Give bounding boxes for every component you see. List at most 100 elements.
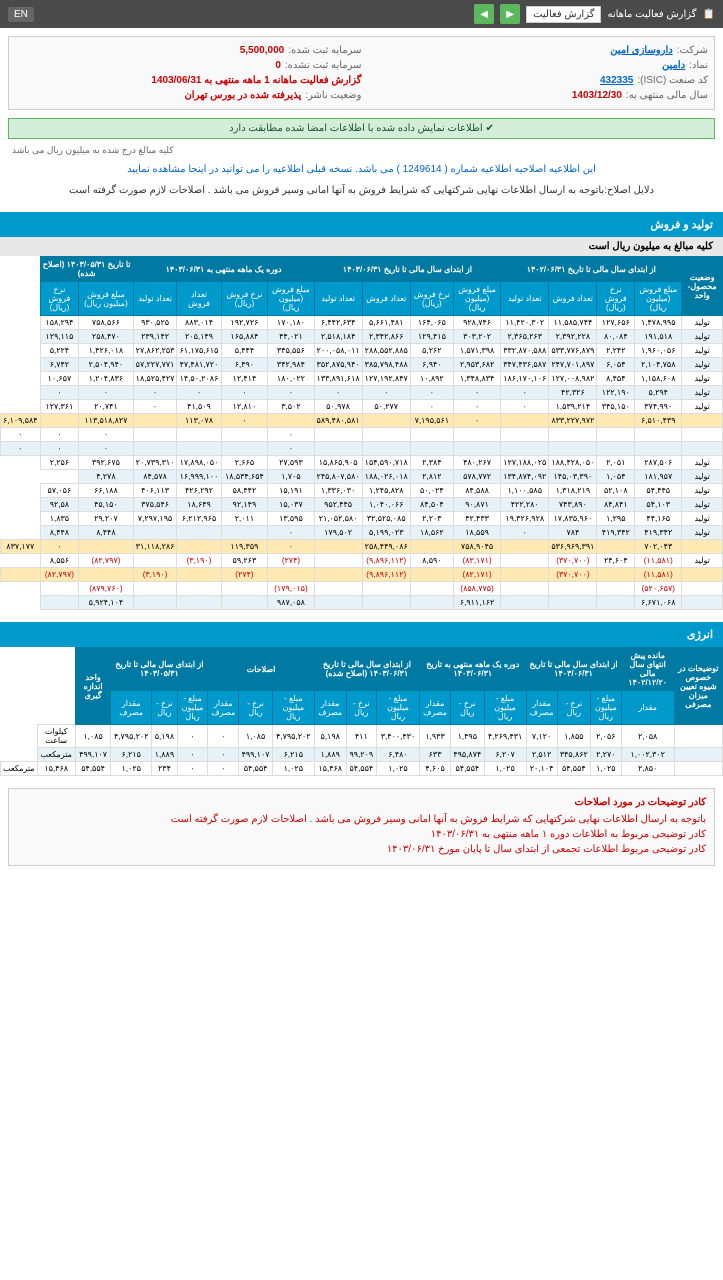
table-cell: (۲۷۴) xyxy=(221,568,268,582)
table-cell: ۵۴,۴۴۵ xyxy=(635,484,682,498)
table-sub-header: مقدار مصرف xyxy=(208,691,239,725)
isic[interactable]: 432335 xyxy=(600,75,633,86)
table-cell: ۱۵,۴۶۸ xyxy=(37,762,75,776)
table-cell xyxy=(362,582,410,596)
table-cell: ۴۲۲,۲۸۰ xyxy=(501,498,549,512)
table-cell: ۰ xyxy=(40,442,79,456)
table-cell: ۰ xyxy=(221,386,268,400)
table-cell: تولید xyxy=(682,358,723,372)
table-cell: ۱۳۴,۸۷۴,۰۹۲ xyxy=(501,470,549,484)
table-cell: ۵۳۶,۹۶۹,۳۹۱ xyxy=(549,540,597,554)
table-cell: ۶,۲۱۵ xyxy=(111,748,152,762)
table-cell: ۲,۵۱۲ xyxy=(526,748,557,762)
table-cell: ۳۴۲,۹۸۴ xyxy=(268,358,314,372)
table-sub-header: نرخ فروش (ریال) xyxy=(597,282,635,316)
table-cell: ۱۷۰,۱۸۰ xyxy=(268,316,314,330)
table-cell: ۱,۰۲۵ xyxy=(272,762,314,776)
table-row: تولید۲,۱۰۴,۷۵۸۶,۰۵۴۲۴۷,۷۰۱,۸۹۷۳۴۷,۴۳۶,۵۸… xyxy=(1,358,723,372)
table-row: ۰۰۰۰ xyxy=(1,428,723,442)
table-sub-header: مبلغ فروش (میلیون ریال) xyxy=(268,282,314,316)
table-cell xyxy=(682,540,723,554)
table-sub-header: نرخ - ریال xyxy=(346,691,376,725)
table-cell: ۱۶,۹۹۹,۱۰۰ xyxy=(177,470,221,484)
table-row: تولید۴۴,۱۶۵۱,۲۹۵۱۷,۸۳۵,۹۶۰۱۹,۳۲۶,۹۲۸۴۲,۴… xyxy=(1,512,723,526)
table-cell xyxy=(133,554,177,568)
table-cell: ۱,۰۸۵ xyxy=(75,725,111,748)
table-cell: ۷۵۸,۹۰۴۵ xyxy=(453,540,500,554)
table-cell xyxy=(177,442,221,456)
table-cell: ۱۸۱,۹۵۷ xyxy=(635,470,682,484)
table-cell: ۱۹,۳۲۶,۹۲۸ xyxy=(501,512,549,526)
table-cell: ۲۳۴ xyxy=(152,762,178,776)
table-cell: تولید xyxy=(682,512,723,526)
table-cell: ۱,۵۷۱,۳۹۸ xyxy=(453,344,500,358)
table-cell: ۴۱۹,۳۴۲ xyxy=(635,526,682,540)
table-cell: ۴۱۱ xyxy=(346,725,376,748)
table-row: ۲,۰۵۸۲,۰۵۶۱,۸۵۵۷,۱۲۰۴,۲۶۹,۴۳۱۱,۴۹۵۱,۹۳۳۳… xyxy=(1,725,723,748)
nav-prev-icon[interactable]: ▶ xyxy=(500,4,520,24)
table-cell: ۲۷,۵۹۳ xyxy=(268,456,314,470)
table-cell: ۵۴,۵۵۴ xyxy=(557,762,591,776)
table-cell xyxy=(501,596,549,610)
table-cell xyxy=(133,442,177,456)
table-cell: ۳۵۲,۸۷۵,۹۴۰ xyxy=(314,358,362,372)
table-cell: ۷۰۲,۰۴۳ xyxy=(635,540,682,554)
table-cell: ۱۷,۸۳۵,۹۶۰ xyxy=(549,512,597,526)
capital-unreg-label: سرمایه ثبت نشده: xyxy=(285,60,362,71)
table-cell xyxy=(682,596,723,610)
table-cell: ۷۸۴ xyxy=(549,526,597,540)
table-cell: ۴۷,۴۸۱,۷۲۰ xyxy=(177,358,221,372)
table-cell xyxy=(133,582,177,596)
nav-next-icon[interactable]: ◀ xyxy=(474,4,494,24)
report-dropdown[interactable]: گزارش فعالیت xyxy=(526,6,601,23)
table-cell xyxy=(362,414,410,428)
table-cell: ۵۸۹,۴۸۰,۵۸۱ xyxy=(314,414,362,428)
table-cell xyxy=(410,540,453,554)
table-cell: ۲۳۹,۱۴۲ xyxy=(133,330,177,344)
status: پذیرفته شده در بورس تهران xyxy=(184,90,301,101)
table-cell: ۲,۲۰۳ xyxy=(410,512,453,526)
table-cell: ۱,۰۲۵ xyxy=(591,762,621,776)
table-cell: ۱۴,۵۰,۲۰۸۶ xyxy=(177,372,221,386)
table-cell: (۱۱,۵۸۱) xyxy=(635,554,682,568)
table-cell: ۵۴,۱۰۳ xyxy=(635,498,682,512)
table-cell: ۵۷۸,۷۷۲ xyxy=(453,470,500,484)
table-cell: ۲۸۷,۵۰۶ xyxy=(635,456,682,470)
table-cell: ۵۲,۱۰۸ xyxy=(597,484,635,498)
table-group-header: از ابتدای سال مالی تا تاریخ ۱۴۰۳/۰۶/۳۱ xyxy=(526,648,621,691)
table-cell xyxy=(682,582,723,596)
symbol[interactable]: دامین xyxy=(662,60,685,71)
table-cell xyxy=(635,442,682,456)
table-cell: ۱۷۹,۵۰۲ xyxy=(314,526,362,540)
table-cell: ۹۵۲,۴۴۵ xyxy=(314,498,362,512)
table-sub-header: تعداد تولید xyxy=(314,282,362,316)
table-cell: ۱۲۷,۱۹۲,۸۴۷ xyxy=(362,372,410,386)
topbar: 📋 گزارش فعالیت ماهانه گزارش فعالیت ▶ ◀ E… xyxy=(0,0,723,28)
table-cell: تولید xyxy=(682,484,723,498)
table-cell: تولید xyxy=(682,498,723,512)
status-label: وضعیت ناشر: xyxy=(305,90,361,101)
table-cell: ۱,۰۰۲,۳۰۲ xyxy=(621,748,674,762)
table-cell: (۸۵۸,۷۷۵) xyxy=(453,582,500,596)
table-cell: ۶,۴۸۰ xyxy=(376,748,419,762)
table-cell xyxy=(549,428,597,442)
table-cell: ۱۰,۶۵۷ xyxy=(40,372,79,386)
lang-toggle[interactable]: EN xyxy=(8,7,34,22)
section-production-sales: تولید و فروش xyxy=(0,212,723,237)
capital-reg: 5,500,000 xyxy=(240,45,285,56)
table-cell: (۳۷۰,۷۰۰) xyxy=(549,554,597,568)
table-cell: (۹,۸۹۶,۱۱۲) xyxy=(362,554,410,568)
company-name[interactable]: داروسازی امین xyxy=(610,45,673,56)
table-sub-header: مبلغ فروش (میلیون ریال) xyxy=(453,282,500,316)
table-cell: (۳,۱۹۰) xyxy=(133,568,177,582)
table-cell xyxy=(314,596,362,610)
table-cell: تولید xyxy=(682,372,723,386)
table-cell: ۱۲۷,۱۸۸,۰۲۵ xyxy=(501,456,549,470)
table-row: تولید۳۷۴,۹۹۰۳۴۵,۱۵۰۱,۵۳۹,۲۱۴۰۰۰۵۰,۲۷۷۵۰,… xyxy=(1,400,723,414)
table-row: تولید۵۴,۴۴۵۵۲,۱۰۸۱,۳۱۸,۲۱۹۱,۱۰۰,۵۸۵۸۴,۵۸… xyxy=(1,484,723,498)
table-cell: (۱۷۹,۰۱۵) xyxy=(268,582,314,596)
table-sub-header: مقدار مصرف xyxy=(420,691,451,725)
table-cell: ۲۴۷,۷۰۱,۸۹۷ xyxy=(549,358,597,372)
table-cell: ۳۴۵,۵۵۶ xyxy=(268,344,314,358)
footer-notes: کادر توضیحات در مورد اصلاحات باتوجه به ا… xyxy=(8,788,715,866)
